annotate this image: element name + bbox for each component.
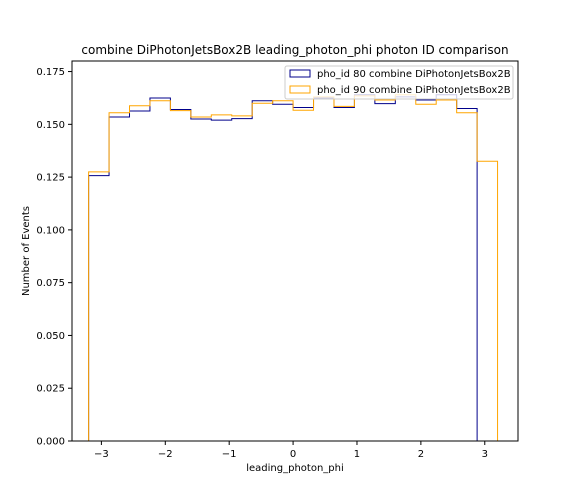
axes-frame: [71, 60, 519, 442]
y-tick-label: 0.025: [36, 384, 65, 395]
x-axis-label: leading_photon_phi: [246, 463, 344, 474]
legend-swatch-1: [289, 69, 311, 78]
y-axis-label: Number of Events: [21, 206, 32, 296]
x-tick-label: 1: [354, 449, 360, 460]
x-tick-label: −1: [222, 449, 237, 460]
y-tick-label: 0.075: [36, 278, 65, 289]
histogram-series-2: [88, 94, 499, 441]
x-axis: −3 −2 −1 0 1 2 3: [94, 441, 488, 460]
legend-swatch-2: [289, 85, 311, 94]
y-tick-label: 0.050: [36, 331, 65, 342]
chart-title: combine DiPhotonJetsBox2B leading_photon…: [81, 43, 508, 57]
x-tick-label: −3: [94, 449, 109, 460]
x-tick-label: 2: [418, 449, 424, 460]
legend-label-2: pho_id 90 combine DiPhotonJetsBox2B: [317, 85, 511, 96]
legend: pho_id 80 combine DiPhotonJetsBox2B pho_i…: [284, 65, 514, 100]
y-tick-label: 0.000: [36, 437, 65, 448]
legend-label-1: pho_id 80 combine DiPhotonJetsBox2B: [317, 69, 511, 80]
x-tick-label: −2: [158, 449, 173, 460]
y-tick-label: 0.175: [36, 67, 65, 78]
y-tick-label: 0.150: [36, 120, 65, 131]
legend-box: [284, 65, 514, 100]
y-tick-label: 0.100: [36, 225, 65, 236]
y-axis: 0.000 0.025 0.050 0.075 0.100 0.125 0.150 0.175: [36, 67, 72, 448]
x-tick-label: 0: [290, 449, 296, 460]
histogram-series-1: [88, 94, 498, 442]
plot-area: [88, 94, 499, 442]
x-tick-label: 3: [482, 449, 488, 460]
y-tick-label: 0.125: [36, 173, 65, 184]
